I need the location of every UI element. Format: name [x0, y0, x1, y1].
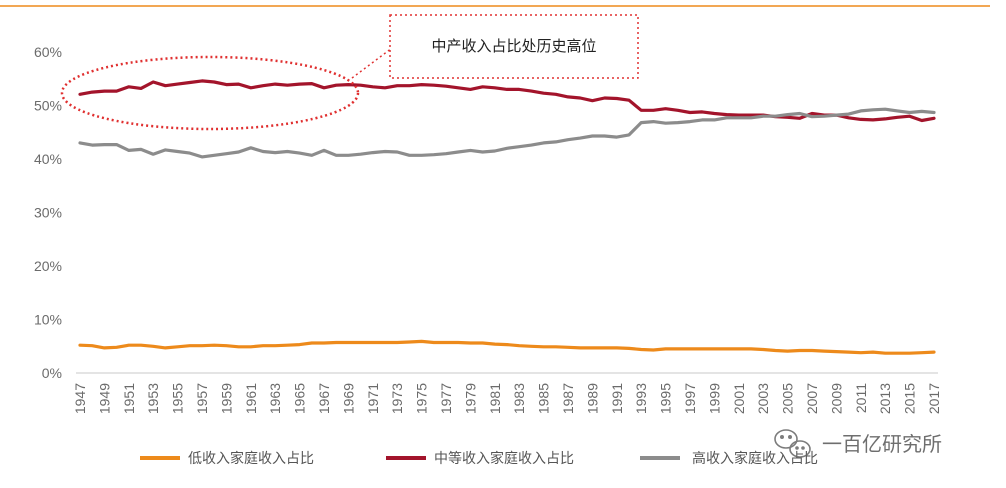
- y-tick-label: 0%: [42, 365, 62, 381]
- x-tick-label: 1971: [365, 383, 381, 414]
- wechat-icon: [774, 429, 811, 458]
- y-tick-label: 40%: [34, 151, 62, 167]
- x-tick-label: 1979: [462, 383, 478, 414]
- x-tick-label: 1977: [438, 383, 454, 414]
- x-tick-label: 1949: [96, 383, 112, 414]
- x-tick-label: 2005: [780, 383, 796, 414]
- series-lines: [78, 79, 936, 355]
- y-tick-label: 50%: [34, 98, 62, 114]
- x-tick-label: 1973: [389, 383, 405, 414]
- highlight-ellipse: [60, 55, 360, 131]
- y-tick-label: 20%: [34, 258, 62, 274]
- x-tick-label: 2003: [755, 383, 771, 414]
- legend-label-low-income: 低收入家庭收入占比: [188, 450, 314, 467]
- x-tick-label: 2013: [877, 383, 893, 414]
- x-tick-label: 1987: [560, 383, 576, 414]
- x-tick-label: 1959: [218, 383, 234, 414]
- x-tick-label: 1953: [145, 383, 161, 414]
- x-tick-label: 1961: [243, 383, 259, 414]
- x-tick-label: 1999: [706, 383, 722, 414]
- x-tick-label: 2009: [828, 383, 844, 414]
- x-tick-label: 1981: [487, 383, 503, 414]
- y-tick-label: 10%: [34, 312, 62, 328]
- legend-item-middle-income: 中等收入家庭收入占比: [386, 450, 574, 467]
- x-tick-label: 1969: [340, 383, 356, 414]
- watermark: 一百亿研究所: [774, 429, 942, 458]
- x-tick-label: 2017: [926, 383, 942, 414]
- x-tick-label: 1963: [267, 383, 283, 414]
- legend: 低收入家庭收入占比 中等收入家庭收入占比 高收入家庭收入占比: [140, 450, 818, 467]
- series-line-low-income: [78, 339, 936, 355]
- x-tick-label: 1947: [72, 383, 88, 414]
- x-tick-label: 2011: [853, 383, 869, 413]
- x-tick-label: 1995: [658, 383, 674, 414]
- x-tick-label: 1983: [511, 383, 527, 414]
- x-tick-label: 1957: [194, 383, 210, 414]
- x-tick-label: 1967: [316, 383, 332, 414]
- series-line-middle-income: [78, 79, 936, 123]
- x-tick-label: 1975: [414, 383, 430, 414]
- callout-text: 中产收入占比处历史高位: [431, 37, 596, 55]
- y-axis-tick-labels: 0% 10% 20% 30% 40% 50% 60%: [34, 44, 62, 381]
- callout-box: [389, 14, 639, 79]
- x-tick-label: 2007: [804, 383, 820, 414]
- x-tick-label: 1993: [633, 383, 649, 414]
- x-tick-label: 1991: [609, 383, 625, 414]
- legend-item-low-income: 低收入家庭收入占比: [140, 450, 314, 467]
- callout-leader-line: [351, 47, 393, 79]
- y-tick-label: 60%: [34, 44, 62, 60]
- x-tick-label: 1989: [584, 383, 600, 414]
- legend-label-middle-income: 中等收入家庭收入占比: [434, 450, 574, 467]
- legend-label-high-income: 高收入家庭收入占比: [692, 450, 818, 467]
- watermark-text: 一百亿研究所: [822, 432, 942, 456]
- x-tick-label: 1951: [121, 383, 137, 414]
- x-tick-label: 2015: [902, 383, 918, 414]
- x-tick-label: 1985: [536, 383, 552, 414]
- y-tick-label: 30%: [34, 205, 62, 221]
- series-line-high-income: [78, 107, 936, 159]
- legend-item-high-income: 高收入家庭收入占比: [640, 450, 818, 467]
- x-tick-label: 1997: [682, 383, 698, 414]
- x-axis-tick-labels: 1947 1949 1951 1953 1955 1957 1959 1961 1963 1965…: [72, 383, 942, 414]
- x-tick-label: 1955: [170, 383, 186, 414]
- x-tick-label: 2001: [731, 383, 747, 414]
- x-tick-label: 1965: [292, 383, 308, 414]
